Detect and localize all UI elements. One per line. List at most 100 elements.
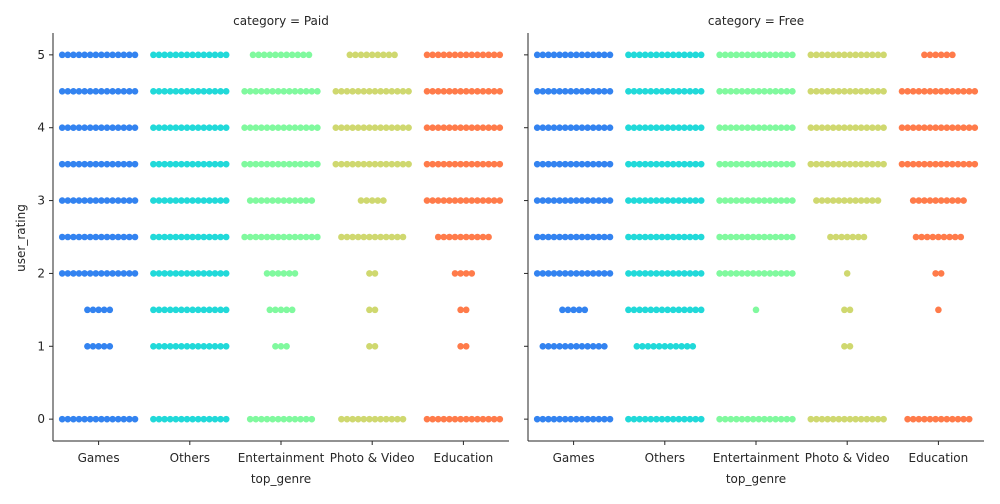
point-education [965,87,973,95]
point-entertainment [716,270,723,277]
point-entertainment [733,124,740,132]
point-others [194,124,202,132]
point-others [658,160,666,168]
point-games [64,87,72,95]
point-entertainment [246,233,254,241]
point-photo-video [382,415,390,423]
point-others [664,160,671,168]
point-games [64,160,72,168]
point-photo-video [863,160,871,168]
point-others [630,87,638,95]
point-education [943,51,951,59]
point-games [81,415,88,423]
point-photo-video [857,87,865,95]
point-education [485,124,492,132]
point-entertainment [252,197,260,204]
panel-paid: category = Paid top_genre user_rating 0 1… [14,14,509,486]
point-games [595,124,603,132]
point-entertainment [721,160,729,168]
point-education [440,197,448,204]
point-others [222,270,230,277]
point-entertainment [716,51,723,59]
point-photo-video [841,124,848,132]
panel-title-free: category = Free [708,14,804,28]
x-tick-label-others: Others [170,451,210,465]
point-entertainment [252,124,260,132]
point-others [217,124,224,132]
point-education [423,197,431,204]
point-others [222,87,230,95]
point-photo-video [824,87,831,95]
point-entertainment [721,233,729,241]
point-education [904,160,911,168]
point-photo-video [399,415,407,423]
y-tick-label: 1 [37,339,45,353]
point-education [434,160,442,168]
point-games [106,342,114,350]
point-others [661,342,669,350]
points-free [533,51,979,423]
point-others [189,342,196,350]
point-education [965,415,973,423]
point-photo-video [377,415,384,423]
point-entertainment [727,51,735,59]
point-others [172,124,180,132]
point-education [496,160,504,168]
point-photo-video [349,87,356,95]
point-entertainment [733,415,740,423]
point-entertainment [277,51,285,59]
point-games [81,124,88,132]
point-education [943,197,951,204]
point-others [675,306,683,314]
point-entertainment [291,87,299,95]
point-games [556,124,563,132]
point-others [644,342,652,350]
point-entertainment [749,51,757,59]
point-games [114,51,122,59]
point-others [697,51,705,59]
point-photo-video [360,415,368,423]
point-education [937,415,945,423]
point-education [949,160,956,168]
point-others [200,342,208,350]
point-photo-video [332,124,340,132]
point-photo-video [349,415,356,423]
point-entertainment [283,306,290,314]
point-education [921,124,928,132]
point-others [172,87,180,95]
point-education [960,124,967,132]
point-others [692,270,699,277]
point-games [109,233,116,241]
point-others [217,87,224,95]
point-others [636,233,643,241]
point-others [653,197,660,204]
point-others [647,415,655,423]
point-entertainment [727,160,735,168]
point-others [200,87,208,95]
point-games [539,342,547,350]
point-photo-video [385,51,393,59]
point-photo-video [813,51,820,59]
point-education [935,306,942,314]
point-games [533,160,541,168]
point-education [446,87,453,95]
point-photo-video [807,160,815,168]
point-others [206,87,213,95]
point-entertainment [733,197,740,204]
point-games [578,160,586,168]
point-others [669,87,677,95]
point-education [440,160,448,168]
point-entertainment [274,233,282,241]
point-photo-video [382,233,390,241]
point-games [545,87,552,95]
point-education [490,51,498,59]
point-photo-video [813,87,820,95]
point-education [457,124,464,132]
point-photo-video [377,124,384,132]
point-others [200,415,208,423]
point-games [584,270,591,277]
point-others [636,270,643,277]
point-education [451,87,459,95]
point-photo-video [880,160,887,168]
point-photo-video [869,415,876,423]
